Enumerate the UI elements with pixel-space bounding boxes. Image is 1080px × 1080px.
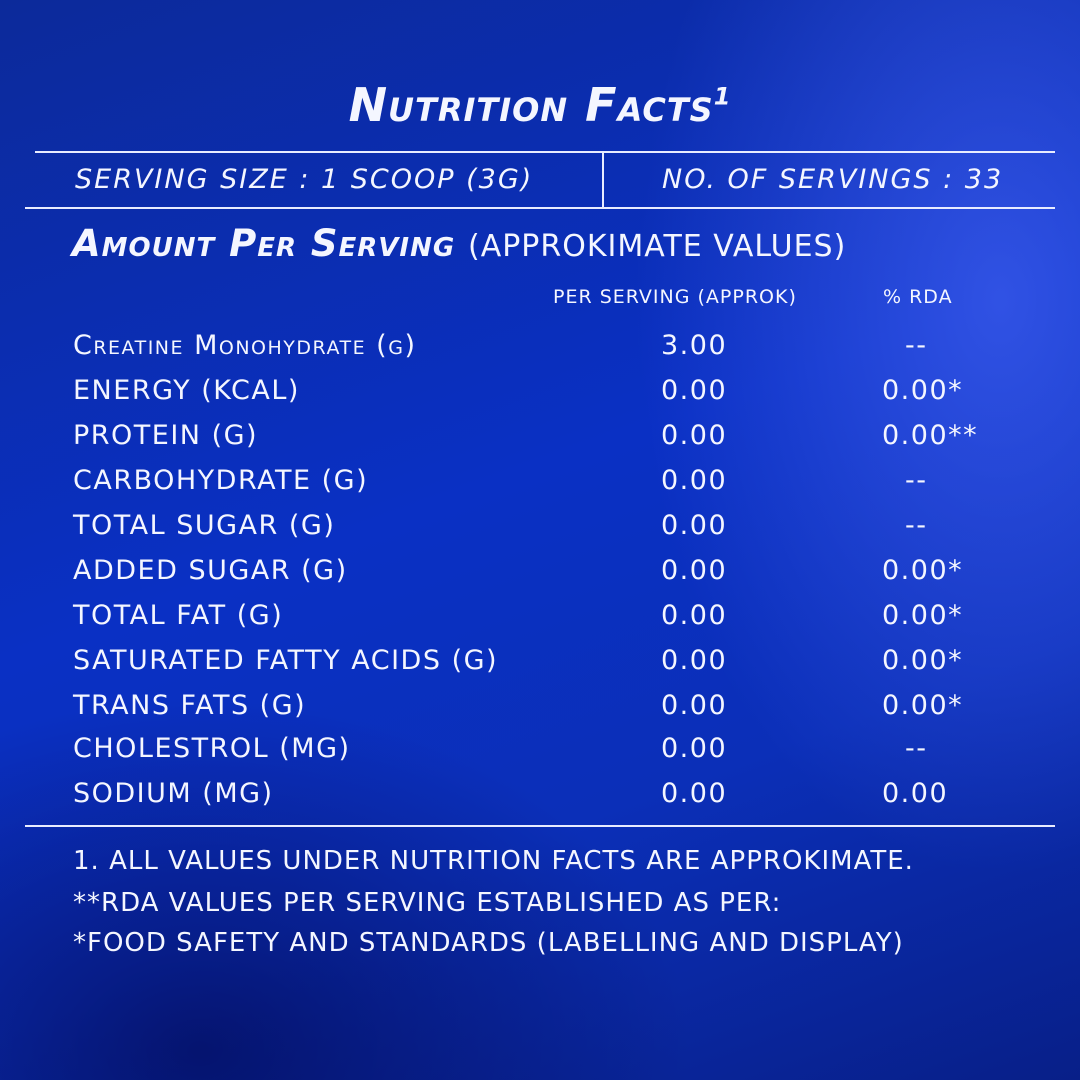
serving-size: SERVING SIZE : 1 SCOOP (3G) [75, 164, 534, 195]
nutrient-rda: -- [905, 465, 928, 496]
nutrient-rda: 0.00* [882, 555, 964, 586]
nutrient-rda: 0.00 [882, 778, 949, 809]
nutrient-value: 0.00 [661, 420, 728, 451]
nutrient-row: Creatine Monohydrate (g) 3.00 -- [0, 330, 1080, 374]
title-footnote-marker: 1 [713, 82, 732, 111]
title-text: Nutrition Facts [348, 78, 714, 132]
footnote-1: 1. ALL VALUES UNDER NUTRITION FACTS ARE … [73, 846, 914, 876]
serving-divider [602, 152, 604, 208]
column-header-per-serving: PER SERVING (APPROK) [553, 286, 797, 308]
nutrient-rda: 0.00* [882, 375, 964, 406]
amount-heading-text: Amount Per Serving [72, 222, 456, 265]
nutrient-value: 0.00 [661, 510, 728, 541]
divider-bottom [25, 825, 1055, 827]
nutrient-value: 0.00 [661, 690, 728, 721]
nutrient-value: 0.00 [661, 733, 728, 764]
nutrient-value: 0.00 [661, 645, 728, 676]
divider-serving [25, 207, 1055, 209]
nutrient-row: TOTAL SUGAR (G) 0.00 -- [0, 510, 1080, 554]
nutrient-row: SODIUM (MG) 0.00 0.00 [0, 778, 1080, 822]
nutrient-value: 0.00 [661, 600, 728, 631]
nutrient-row: SATURATED FATTY ACIDS (G) 0.00 0.00* [0, 645, 1080, 689]
nutrient-rda: 0.00* [882, 645, 964, 676]
nutrient-row: ENERGY (KCAL) 0.00 0.00* [0, 375, 1080, 419]
nutrient-name: SODIUM (MG) [73, 778, 274, 809]
nutrient-row: CHOLESTROL (MG) 0.00 -- [0, 733, 1080, 777]
nutrient-rda: -- [905, 733, 928, 764]
nutrient-row: TRANS FATS (G) 0.00 0.00* [0, 690, 1080, 734]
divider-top [35, 151, 1055, 153]
nutrient-name: SATURATED FATTY ACIDS (G) [73, 645, 499, 676]
footnote-3: *FOOD SAFETY AND STANDARDS (LABELLING AN… [73, 928, 904, 958]
nutrient-name: TRANS FATS (G) [73, 690, 307, 721]
amount-per-serving-heading: Amount Per Serving (APPROKIMATE VALUES) [72, 222, 846, 265]
nutrient-rda: -- [905, 330, 928, 361]
footnote-2: **RDA VALUES PER SERVING ESTABLISHED AS … [73, 888, 782, 918]
nutrient-row: TOTAL FAT (G) 0.00 0.00* [0, 600, 1080, 644]
nutrient-value: 0.00 [661, 465, 728, 496]
number-of-servings: NO. OF SERVINGS : 33 [662, 164, 1004, 195]
nutrient-name: ENERGY (KCAL) [73, 375, 300, 406]
nutrient-rda: 0.00* [882, 600, 964, 631]
nutrient-value: 0.00 [661, 778, 728, 809]
nutrient-row: CARBOHYDRATE (G) 0.00 -- [0, 465, 1080, 509]
nutrition-facts-title: Nutrition Facts1 [0, 78, 1080, 132]
nutrient-name: PROTEIN (G) [73, 420, 259, 451]
nutrient-name: Creatine Monohydrate (g) [73, 330, 417, 361]
nutrient-rda: -- [905, 510, 928, 541]
column-header-rda: % RDA [883, 286, 953, 308]
nutrient-name: TOTAL FAT (G) [73, 600, 284, 631]
nutrient-value: 3.00 [661, 330, 728, 361]
amount-heading-sub: (APPROKIMATE VALUES) [467, 229, 847, 264]
nutrient-rda: 0.00* [882, 690, 964, 721]
nutrient-value: 0.00 [661, 555, 728, 586]
nutrient-row: ADDED SUGAR (G) 0.00 0.00* [0, 555, 1080, 599]
nutrient-row: PROTEIN (G) 0.00 0.00** [0, 420, 1080, 464]
nutrient-name: CHOLESTROL (MG) [73, 733, 351, 764]
nutrient-name: TOTAL SUGAR (G) [73, 510, 336, 541]
nutrient-rda: 0.00** [882, 420, 979, 451]
nutrient-value: 0.00 [661, 375, 728, 406]
nutrient-name: ADDED SUGAR (G) [73, 555, 348, 586]
nutrient-name: CARBOHYDRATE (G) [73, 465, 369, 496]
